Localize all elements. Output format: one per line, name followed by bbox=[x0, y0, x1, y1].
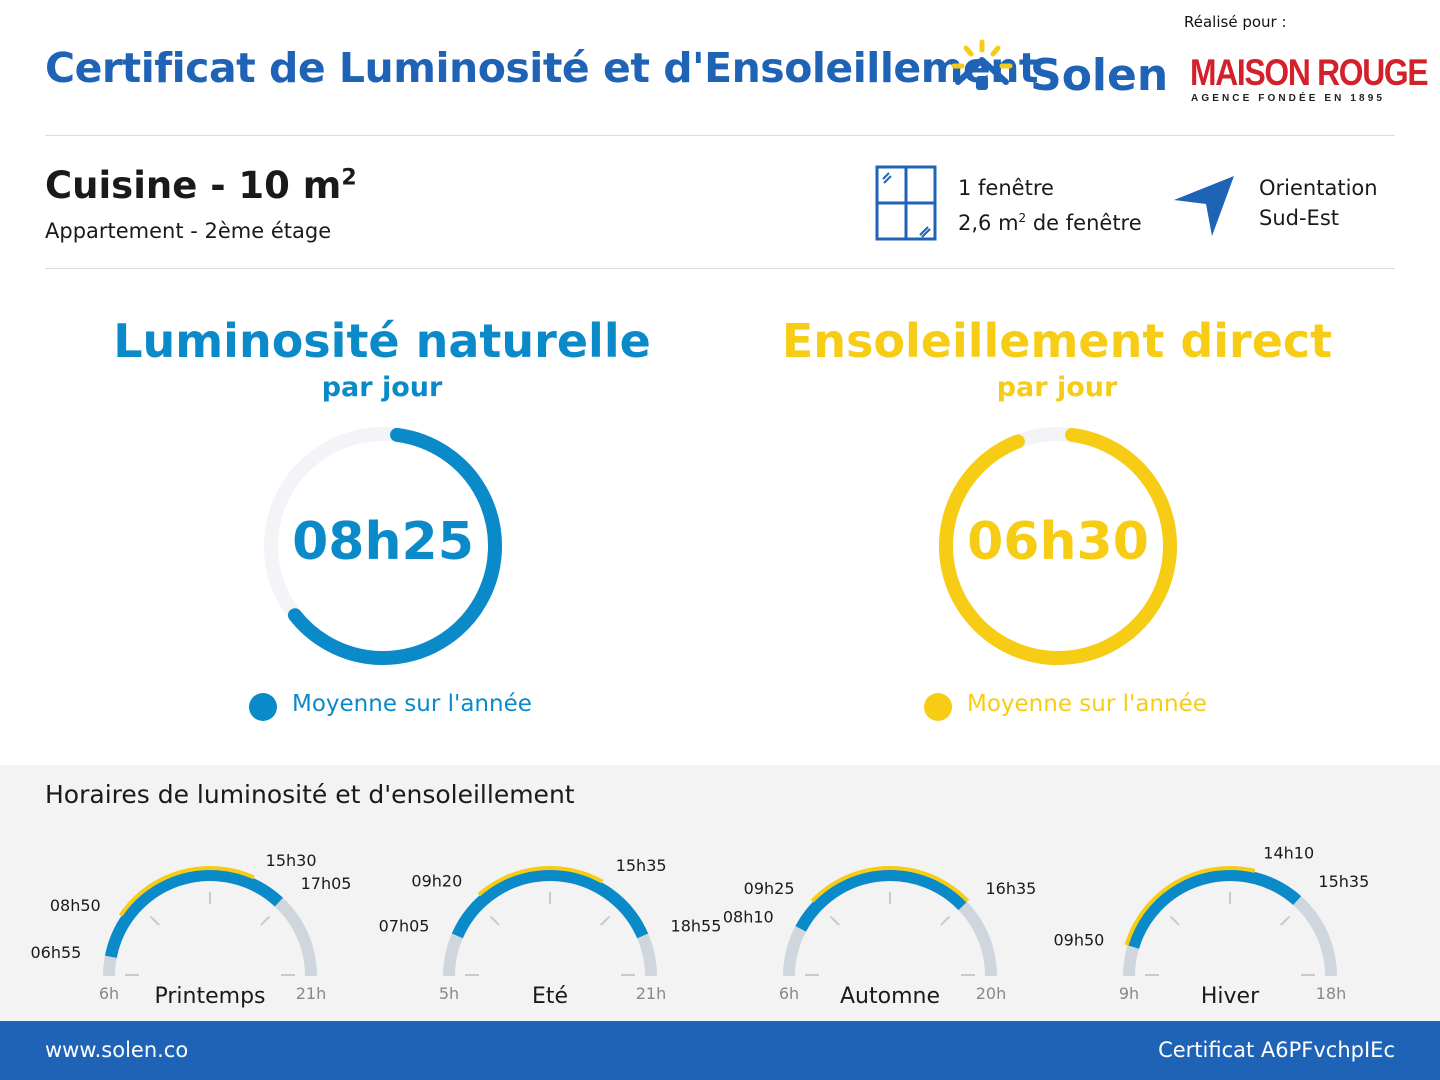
season-luminosity-arc bbox=[795, 869, 968, 932]
luminosity-legend: Moyenne sur l'année bbox=[292, 691, 532, 717]
footer-certificate-id: Certificat A6PFvchpIEc bbox=[1158, 1038, 1395, 1062]
sunshine-legend: Moyenne sur l'année bbox=[967, 691, 1207, 717]
season-tick bbox=[489, 915, 500, 926]
season-name: Eté bbox=[532, 984, 568, 1009]
season-track bbox=[783, 869, 997, 977]
season-name: Hiver bbox=[1201, 984, 1260, 1009]
brand-name: Solen bbox=[1030, 50, 1169, 101]
season-range-end: 21h bbox=[636, 984, 667, 1003]
season-luminosity-end: 15h35 bbox=[1318, 872, 1369, 891]
season-tick bbox=[1280, 915, 1291, 926]
luminosity-title: Luminosité naturelle bbox=[113, 314, 651, 368]
schedule-title: Horaires de luminosité et d'ensoleilleme… bbox=[45, 780, 575, 809]
window-area-suffix: de fenêtre bbox=[1026, 211, 1142, 235]
season-sunshine-start: 09h25 bbox=[744, 879, 795, 898]
solen-logo bbox=[948, 38, 1163, 100]
season-tick bbox=[260, 915, 271, 926]
footer-bar bbox=[0, 1021, 1440, 1080]
season-gauge-2: 07h05 18h55 09h20 15h35 5h 21h Eté bbox=[379, 856, 722, 1009]
window-area-exponent: 2 bbox=[1018, 211, 1027, 225]
season-track bbox=[1123, 869, 1337, 977]
partner-logo-tagline: AGENCE FONDÉE EN 1895 bbox=[1191, 93, 1386, 104]
season-luminosity-start: 09h50 bbox=[1053, 931, 1104, 950]
season-tick bbox=[149, 915, 160, 926]
season-sunshine-end: 15h30 bbox=[266, 851, 317, 870]
season-tick bbox=[829, 915, 840, 926]
sunshine-gauge bbox=[939, 427, 1177, 665]
solen-house-sun-icon bbox=[951, 39, 1013, 90]
season-sunshine-end: 14h10 bbox=[1263, 843, 1314, 862]
season-luminosity-start: 08h10 bbox=[723, 908, 774, 927]
season-tick bbox=[600, 915, 611, 926]
room-area-unit-exponent: 2 bbox=[341, 165, 357, 191]
season-luminosity-end: 17h05 bbox=[301, 874, 352, 893]
season-track bbox=[103, 869, 317, 977]
room-name: Cuisine - 10 m bbox=[45, 164, 342, 207]
compass-arrow-icon bbox=[1172, 174, 1236, 242]
season-range-end: 18h bbox=[1316, 984, 1347, 1003]
window-count: 1 fenêtre bbox=[958, 176, 1054, 200]
season-name: Printemps bbox=[155, 984, 266, 1009]
season-sunshine-arc bbox=[118, 866, 255, 917]
sunshine-gauge-arc bbox=[939, 427, 1177, 665]
season-range-end: 20h bbox=[976, 984, 1007, 1003]
luminosity-legend-dot bbox=[249, 693, 277, 721]
season-range-start: 9h bbox=[1119, 984, 1139, 1003]
season-tick bbox=[1169, 915, 1180, 926]
season-gauges: 06h55 17h05 08h50 15h30 6h 21h Printemps 07h05 1… bbox=[30, 843, 1369, 1009]
made-for-label: Réalisé pour : bbox=[1184, 13, 1287, 31]
divider bbox=[45, 268, 1395, 269]
season-track bbox=[443, 869, 657, 977]
schedule-panel bbox=[0, 765, 1440, 1021]
season-range-start: 6h bbox=[99, 984, 119, 1003]
window-icon bbox=[875, 165, 937, 245]
sunshine-title: Ensoleillement direct bbox=[781, 314, 1333, 368]
season-sunshine-start: 08h50 bbox=[50, 896, 101, 915]
season-sunshine-arc bbox=[1124, 866, 1256, 946]
footer-website[interactable]: www.solen.co bbox=[45, 1038, 189, 1062]
season-name: Automne bbox=[840, 984, 940, 1009]
window-area: 2,6 m2 de fenêtre bbox=[958, 203, 1142, 238]
luminosity-gauge-arc bbox=[287, 427, 502, 665]
season-sunshine-arc bbox=[810, 866, 970, 903]
room-details: Appartement - 2ème étage bbox=[45, 219, 332, 243]
season-luminosity-arc bbox=[1127, 869, 1302, 949]
sunshine-subtitle: par jour bbox=[996, 372, 1118, 403]
season-sunshine-end: 15h35 bbox=[616, 856, 667, 875]
divider bbox=[45, 135, 1395, 136]
sunshine-legend-dot bbox=[924, 693, 952, 721]
luminosity-subtitle: par jour bbox=[321, 372, 443, 403]
season-range-start: 6h bbox=[779, 984, 799, 1003]
window-info: 1 fenêtre 2,6 m2 de fenêtre bbox=[958, 173, 1142, 238]
luminosity-gauge bbox=[264, 427, 502, 665]
season-luminosity-start: 06h55 bbox=[30, 943, 81, 962]
season-luminosity-end: 18h55 bbox=[671, 916, 722, 935]
season-range-start: 5h bbox=[439, 984, 459, 1003]
season-gauge-3: 08h10 16h35 09h25 6h 20h Automne bbox=[723, 866, 1036, 1009]
sunshine-value: 06h30 bbox=[967, 512, 1149, 572]
luminosity-value: 08h25 bbox=[292, 512, 474, 572]
orientation-label: Orientation bbox=[1259, 176, 1378, 200]
page-title: Certificat de Luminosité et d'Ensoleille… bbox=[45, 44, 1039, 92]
orientation-info: Orientation Sud-Est bbox=[1259, 173, 1378, 233]
season-luminosity-start: 07h05 bbox=[379, 916, 430, 935]
room-title: Cuisine - 10 m2 bbox=[45, 164, 357, 207]
orientation-value: Sud-Est bbox=[1259, 206, 1339, 230]
partner-logo-name: MAISON ROUGE bbox=[1190, 52, 1429, 93]
season-luminosity-arc bbox=[104, 869, 283, 958]
season-luminosity-arc bbox=[451, 869, 649, 939]
season-range-end: 21h bbox=[296, 984, 327, 1003]
window-area-value: 2,6 m bbox=[958, 211, 1019, 235]
season-sunshine-start: 09h20 bbox=[411, 872, 462, 891]
season-gauge-1: 06h55 17h05 08h50 15h30 6h 21h Printemps bbox=[30, 851, 351, 1009]
season-luminosity-end: 16h35 bbox=[985, 879, 1036, 898]
season-tick bbox=[940, 915, 951, 926]
season-sunshine-arc bbox=[477, 866, 604, 897]
